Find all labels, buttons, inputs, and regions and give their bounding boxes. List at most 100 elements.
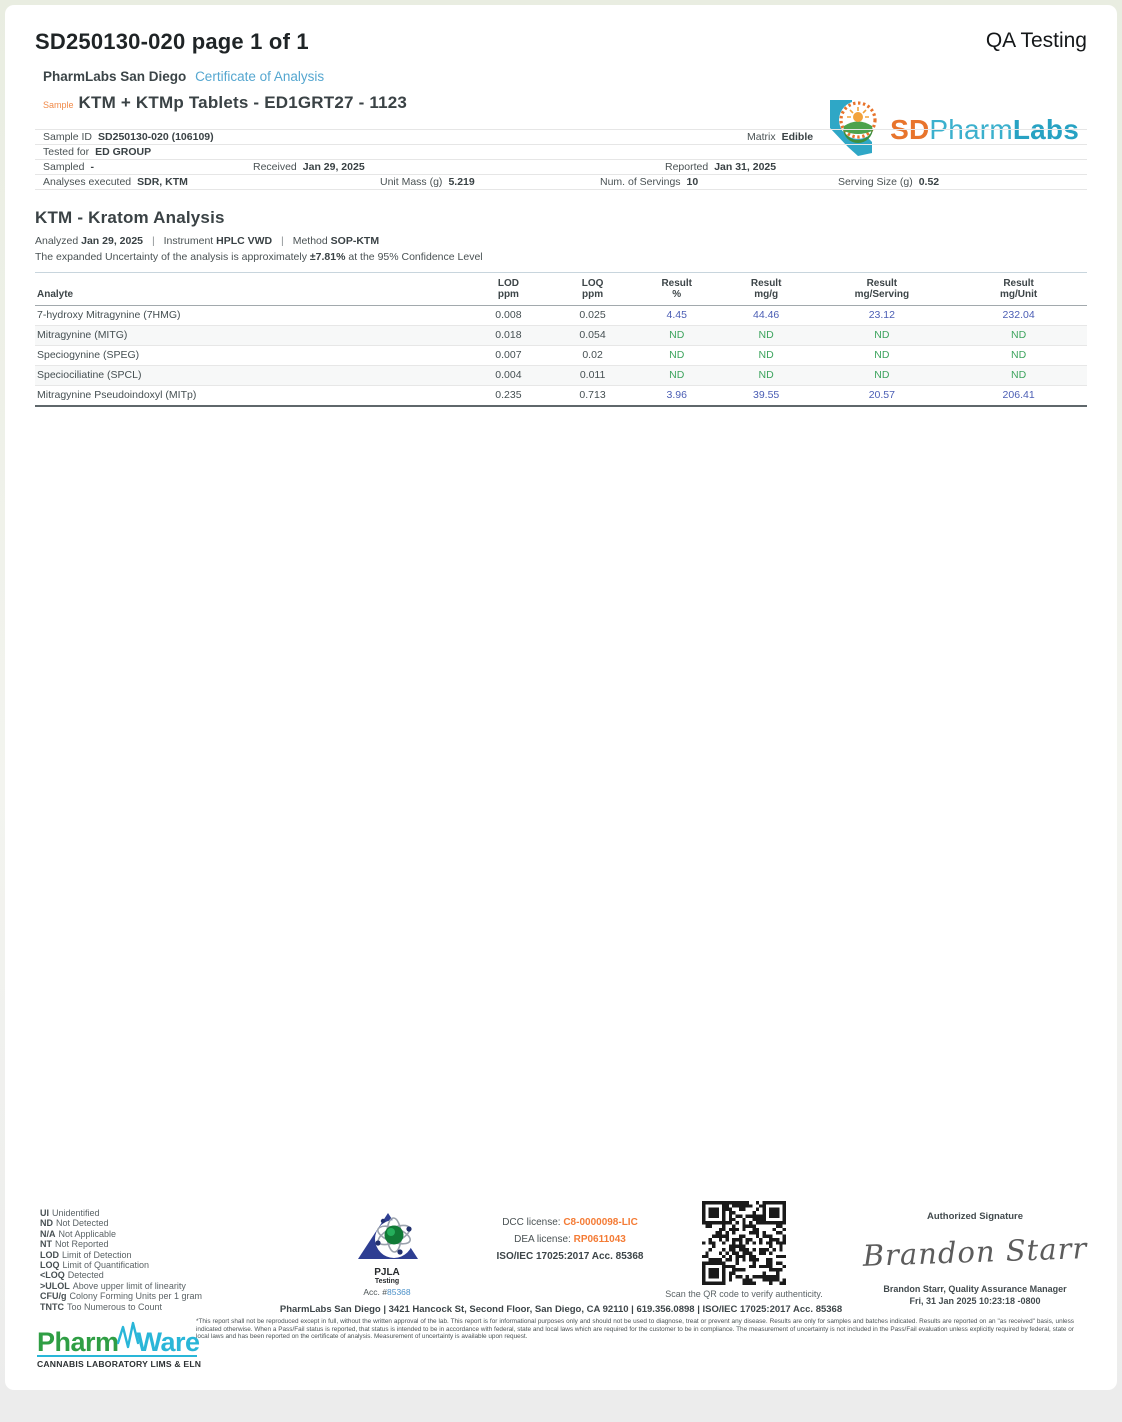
lod-cell: 0.235	[466, 385, 551, 407]
result-mgg-cell: ND	[718, 325, 814, 346]
tested-for-label: Tested for	[43, 146, 90, 158]
result-mgserving-cell: 20.57	[813, 385, 951, 407]
result-mgserving-cell: ND	[813, 325, 951, 346]
pjla-accreditation-number: Acc. #85368	[363, 1287, 411, 1297]
results-table: Analyte LOD ppm LOQ ppm Result% Result mg/g…	[35, 272, 1087, 407]
pharmware-tagline: CANNABIS LABORATORY LIMS & ELN	[37, 1359, 202, 1369]
col-result-mgg-unit: mg/g	[754, 289, 779, 300]
lod-cell: 0.007	[466, 345, 551, 366]
loq-cell: 0.054	[550, 325, 635, 346]
col-result-pct-unit: %	[672, 289, 682, 300]
signature-script: Brandon Starr	[862, 1231, 1088, 1273]
result-pct-cell: ND	[634, 365, 719, 386]
ktm-meta-line: Analyzed Jan 29, 2025 | Instrument HPLC …	[35, 235, 1087, 247]
unit-mass-label: Unit Mass (g)	[380, 176, 443, 188]
analyte-cell: 7-hydroxy Mitragynine (7HMG)	[35, 305, 467, 326]
analyses-value: SDR, KTM	[137, 176, 188, 188]
col-analyte: Analyte	[37, 289, 74, 300]
sample-id-value: SD250130-020 (106109)	[98, 131, 214, 143]
sample-line: Sample KTM + KTMp Tablets - ED1GRT27 - 1…	[43, 93, 1087, 113]
instrument-label: Instrument	[163, 235, 214, 247]
result-mgg-cell: 44.46	[718, 305, 814, 326]
col-result-mgserving-unit: mg/Serving	[854, 289, 910, 300]
col-lod: LOD	[497, 278, 519, 289]
result-mgunit-cell: ND	[950, 365, 1087, 386]
analyzed-value: Jan 29, 2025	[81, 235, 144, 247]
qr-caption: Scan the QR code to verify authenticity.	[665, 1289, 823, 1299]
result-mgunit-cell: 206.41	[950, 385, 1087, 407]
loq-cell: 0.025	[550, 305, 635, 326]
servings-label: Num. of Servings	[600, 176, 681, 188]
analyte-cell: Speciociliatine (SPCL)	[35, 365, 467, 386]
col-result-mgg: Result	[750, 278, 782, 289]
instrument-value: HPLC VWD	[216, 235, 273, 247]
pulse-line-icon	[116, 1321, 139, 1356]
result-mgg-cell: 39.55	[718, 385, 814, 407]
method-value: SOP-KTM	[330, 235, 380, 247]
method-label: Method	[292, 235, 328, 247]
reported-label: Reported	[665, 161, 709, 173]
lod-cell: 0.018	[466, 325, 551, 346]
pharmware-underline	[37, 1355, 197, 1357]
result-pct-cell: 3.96	[634, 385, 719, 407]
analyte-cell: Mitragynine Pseudoindoxyl (MITp)	[35, 385, 467, 407]
certificate-of-analysis-label: Certificate of Analysis	[195, 69, 325, 84]
legend-item: LOD Limit of Detection	[40, 1249, 132, 1260]
qr-code	[702, 1201, 786, 1290]
analyte-cell: Mitragynine (MITG)	[35, 325, 467, 346]
dcc-license-label: DCC license:	[502, 1217, 561, 1228]
table-row: Mitragynine Pseudoindoxyl (MITp) 0.235 0…	[35, 385, 1087, 407]
table-row: Mitragynine (MITG) 0.018 0.054 ND ND ND …	[35, 325, 1087, 346]
received-label: Received	[253, 161, 297, 173]
pjla-sub: Testing	[374, 1278, 400, 1285]
tested-for-value: ED GROUP	[95, 146, 152, 158]
col-result-mgunit: Result	[1003, 278, 1034, 289]
result-mgunit-cell: 232.04	[950, 305, 1087, 326]
dea-license-value: RP0611043	[573, 1234, 626, 1245]
legend-item: <LOQ Detected	[40, 1270, 104, 1281]
col-result-pct: Result	[661, 278, 692, 289]
sampled-label: Sampled	[43, 161, 85, 173]
col-result-mgserving: Result	[866, 278, 898, 289]
legend-item: N/A Not Applicable	[40, 1228, 117, 1239]
result-mgg-cell: ND	[718, 365, 814, 386]
dcc-license-value: C8-0000098-LIC	[563, 1217, 638, 1228]
results-table-header: Analyte LOD ppm LOQ ppm Result% Result mg/g…	[35, 272, 1087, 306]
col-loq: LOQ	[581, 278, 604, 289]
info-row-tested-for: Tested for ED GROUP	[35, 144, 1087, 159]
result-mgserving-cell: ND	[813, 345, 951, 366]
lod-cell: 0.008	[466, 305, 551, 326]
pharmware-logo: Pharm Ware CANNABIS LABORATORY LIMS & EL…	[37, 1321, 202, 1369]
pharmware-pharm-text: Pharm	[37, 1327, 119, 1357]
table-row: 7-hydroxy Mitragynine (7HMG) 0.008 0.025…	[35, 305, 1087, 326]
loq-cell: 0.011	[550, 365, 635, 386]
col-loq-unit: ppm	[582, 289, 604, 300]
sample-tag-label: Sample	[43, 100, 74, 110]
pjla-name: PJLA	[374, 1267, 400, 1278]
result-mgserving-cell: ND	[813, 365, 951, 386]
iso-accreditation-line: ISO/IEC 17025:2017 Acc. 85368	[496, 1251, 644, 1262]
lab-name: PharmLabs San Diego	[43, 69, 187, 84]
table-row: Speciociliatine (SPCL) 0.004 0.011 ND ND…	[35, 365, 1087, 386]
uncertainty-prefix: The expanded Uncertainty of the analysis…	[35, 251, 307, 263]
sampled-value: -	[90, 161, 94, 173]
matrix-label: Matrix	[747, 131, 776, 143]
analyses-label: Analyses executed	[43, 176, 132, 188]
legend-item: ND Not Detected	[40, 1218, 109, 1229]
result-pct-cell: ND	[634, 325, 719, 346]
analyte-cell: Speciogynine (SPEG)	[35, 345, 467, 366]
result-mgg-cell: ND	[718, 345, 814, 366]
uncertainty-suffix: at the 95% Confidence Level	[348, 251, 483, 263]
analyzed-label: Analyzed	[35, 235, 79, 247]
result-pct-cell: 4.45	[634, 305, 719, 326]
serving-size-value: 0.52	[918, 176, 940, 188]
dea-license-label: DEA license:	[514, 1234, 571, 1245]
separator: |	[281, 235, 284, 247]
legend-item: UI Unidentified	[40, 1208, 100, 1218]
legend-item: LOQ Limit of Quantification	[40, 1260, 150, 1271]
legend-item: TNTC Too Numerous to Count	[40, 1301, 163, 1312]
lab-address-line: PharmLabs San Diego | 3421 Hancock St, S…	[279, 1304, 843, 1315]
report-disclaimer: *This report shall not be reproduced exc…	[196, 1318, 1074, 1341]
pjla-accreditation-block: PJLA Testing Acc. #85368	[341, 1209, 433, 1297]
abbreviation-legend: UI Unidentified ND Not Detected N/A Not App…	[40, 1208, 202, 1312]
